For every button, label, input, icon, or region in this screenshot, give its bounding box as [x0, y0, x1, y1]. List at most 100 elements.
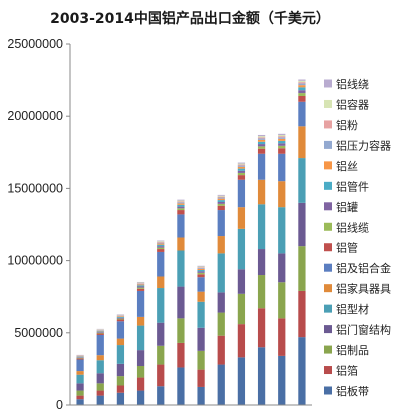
bar-segment: 2005 铝型材: 1300000 [116, 345, 125, 364]
bar-segment: 2003 铝罐: 40000 [76, 357, 84, 358]
bar-segment: 2007 铝箔: 1500000 [157, 364, 165, 387]
legend-label: 铝型材 [336, 302, 369, 316]
legend-item: 铝丝 [324, 159, 358, 173]
bar-segment: 2010 铝粉: 60000 [217, 196, 225, 198]
bar-segment: 2014 铝及铝合金: 1700000 [298, 101, 306, 127]
legend-label: 铝线缆 [336, 220, 369, 234]
bar-segment: 2013 铝门窗结构: 2000000 [278, 253, 286, 283]
legend-item: 铝线绕 [324, 77, 369, 91]
bar-segment: 2004 铝板带: 650000 [96, 395, 104, 405]
bar-segment: 2005 铝家具器具: 450000 [116, 338, 125, 346]
legend-item: 铝线缆 [324, 220, 369, 234]
bar-segment: 2013 铝压力容器: 110000 [278, 137, 286, 139]
legend-label: 铝容器 [336, 97, 369, 111]
bar-segment: 2008 铝箔: 1700000 [177, 342, 185, 368]
bar-segment: 2008 铝压力容器: 80000 [177, 202, 185, 204]
bar-segment: 2006 铝管: 150000 [136, 288, 145, 291]
bar-segment: 2013 铝型材: 3200000 [278, 207, 286, 254]
bar-segment: 2008 铝线绕: 60000 [177, 199, 185, 201]
bar-segment: 2009 铝板带: 1250000 [197, 386, 205, 405]
legend-swatch [324, 386, 332, 395]
bar-segment: 2010 铝容器: 60000 [217, 195, 225, 197]
bar-segment: 2012 铝线缆: 160000 [257, 146, 266, 149]
bar-segment: 2007 铝粉: 50000 [157, 241, 165, 243]
bar-segment: 2007 铝线绕: 50000 [157, 240, 165, 242]
bar-segment: 2009 铝箔: 1200000 [197, 369, 205, 387]
bar-segment: 2009 铝粉: 50000 [197, 267, 205, 268]
bar-segment: 2012 铝罐: 160000 [257, 144, 266, 147]
bar-segment: 2006 铝线绕: 40000 [136, 281, 145, 283]
bar-segment: 2012 铝箔: 2700000 [257, 308, 266, 348]
bar-segment: 2009 铝门窗结构: 1600000 [197, 327, 205, 351]
y-tick-label: 5000000 [14, 326, 63, 340]
bar-segment: 2004 铝型材: 900000 [96, 360, 104, 374]
legend-label: 铝罐 [336, 200, 358, 214]
bar-segment: 2008 铝容器: 60000 [177, 200, 185, 202]
bar-segment: 2005 铝管: 120000 [116, 319, 125, 322]
bar-plot-area: 2003 铝板带: 4000002003 铝箔: 2500002003 铝制品:… [76, 79, 306, 405]
bar-segment: 2008 铝丝: 100000 [177, 203, 185, 205]
bar-segment: 2008 铝门窗结构: 2200000 [177, 286, 185, 319]
bar-segment: 2006 铝板带: 1000000 [136, 390, 145, 405]
legend-swatch [324, 325, 332, 334]
bar-segment: 2006 铝压力容器: 50000 [136, 283, 145, 285]
bar-segment: 2014 铝压力容器: 120000 [298, 83, 306, 86]
bar-segment: 2012 铝线绕: 80000 [257, 134, 266, 137]
bar-segment: 2014 铝管: 400000 [298, 95, 306, 102]
bar-segment: 2011 铝箔: 2300000 [237, 324, 246, 358]
bar-segment: 2012 铝板带: 4000000 [257, 347, 266, 405]
bar-segment: 2005 铝线缆: 60000 [116, 318, 125, 320]
legend-swatch [324, 99, 332, 108]
bar-segment: 2010 铝门窗结构: 1400000 [217, 292, 225, 313]
bar-segment: 2004 铝管: 100000 [96, 333, 104, 335]
bar-segment: 2013 铝粉: 80000 [278, 136, 286, 138]
bar-segment: 2006 铝容器: 40000 [136, 282, 145, 284]
bar-segment: 2005 铝罐: 60000 [116, 317, 125, 319]
legend-item: 铝板带 [324, 384, 369, 398]
bar-segment: 2004 铝家具器具: 350000 [96, 355, 104, 361]
bar-segment: 2011 铝线绕: 70000 [237, 162, 246, 164]
bar-segment: 2003 铝家具器具: 250000 [76, 371, 84, 375]
bar-segment: 2007 铝线缆: 100000 [157, 247, 165, 250]
bar-segment: 2011 铝型材: 2800000 [237, 228, 246, 270]
bar-segment: 2012 铝粉: 80000 [257, 137, 266, 139]
y-tick-label: 0 [56, 398, 63, 412]
bar-stack-2006: 2006 铝板带: 10000002006 铝箔: 9000002006 铝制品… [136, 281, 145, 405]
bar-segment: 2011 铝管件: 150000 [237, 168, 246, 171]
bar-segment: 2009 铝丝: 80000 [197, 268, 205, 270]
bar-segment: 2010 铝罐: 130000 [217, 201, 225, 204]
bar-segment: 2014 铝型材: 3100000 [298, 158, 306, 203]
legend-swatch [324, 243, 332, 252]
bar-segment: 2013 铝丝: 140000 [278, 138, 286, 141]
bar-segment: 2005 铝制品: 650000 [116, 376, 125, 386]
bar-segment: 2007 铝门窗结构: 1600000 [157, 322, 165, 346]
bar-segment: 2010 铝及铝合金: 1800000 [217, 210, 225, 237]
legend-label: 铝丝 [336, 159, 358, 173]
bar-stack-2003: 2003 铝板带: 4000002003 铝箔: 2500002003 铝制品:… [76, 354, 84, 405]
bar-stack-2010: 2010 铝板带: 28000002010 铝箔: 20000002010 铝制… [217, 194, 225, 405]
y-axis: 0 5000000 10000000 15000000 20000000 25000000 [7, 37, 71, 412]
bar-segment: 2005 铝丝: 50000 [116, 316, 125, 317]
bar-segment: 2013 铝管件: 170000 [278, 140, 286, 144]
bar-segment: 2009 铝管件: 100000 [197, 269, 205, 272]
bar-segment: 2011 铝丝: 120000 [237, 166, 246, 169]
bar-segment: 2006 铝家具器具: 600000 [136, 316, 145, 326]
bar-segment: 2010 铝家具器具: 1200000 [217, 236, 225, 254]
legend-swatch [324, 140, 332, 149]
chart-title: 2003-2014中国铝产品出口金额（千美元） [50, 10, 330, 27]
legend-label: 铝板带 [336, 384, 369, 398]
bar-segment: 2008 铝线缆: 120000 [177, 208, 185, 211]
legend-item: 铝家具器具 [324, 282, 391, 296]
legend-label: 铝线绕 [336, 77, 369, 91]
bar-segment: 2004 铝线缆: 50000 [96, 332, 104, 334]
bar-segment: 2013 铝制品: 2500000 [278, 282, 286, 319]
y-tick-label: 15000000 [7, 181, 63, 195]
bar-segment: 2013 铝箔: 2600000 [278, 318, 286, 356]
bar-segment: 2004 铝及铝合金: 1400000 [96, 334, 104, 356]
bar-segment: 2014 铝制品: 3100000 [298, 246, 306, 291]
bar-segment: 2004 铝丝: 40000 [96, 330, 104, 332]
bar-stack-2004: 2004 铝板带: 6500002004 铝箔: 3500002004 铝制品:… [96, 328, 104, 405]
legend-label: 铝管 [336, 241, 358, 255]
bar-segment: 2003 铝管: 80000 [76, 358, 84, 360]
legend-item: 铝及铝合金 [324, 261, 391, 275]
